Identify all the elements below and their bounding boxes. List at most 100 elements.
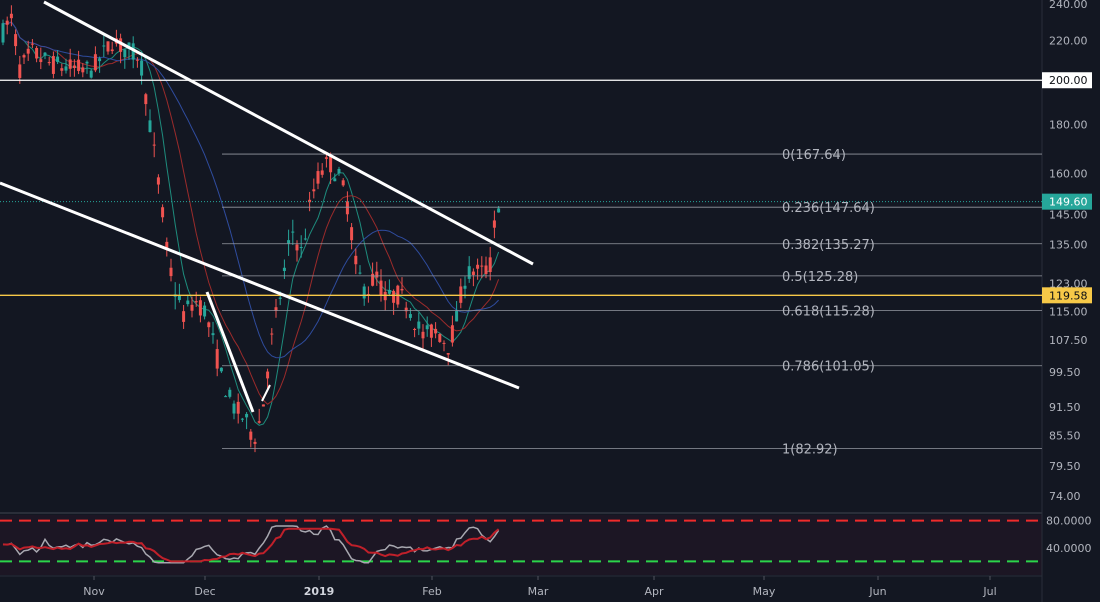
candle-body — [194, 301, 198, 303]
candle-body — [85, 61, 89, 64]
candle-body — [480, 265, 484, 267]
candle-body — [215, 349, 219, 369]
candle-body — [345, 201, 349, 215]
candle-body — [127, 42, 131, 49]
candle-body — [408, 314, 412, 318]
price-tick-label: 220.00 — [1049, 34, 1088, 47]
time-axis[interactable]: Nov Dec 2019 Feb Mar Apr May Jun Jul — [83, 576, 997, 598]
candle-body — [354, 255, 358, 265]
fib-level-label: 1(82.92) — [782, 442, 838, 457]
candle-body — [186, 300, 190, 305]
price-tick-label: 74.00 — [1049, 490, 1081, 503]
candle-body — [144, 94, 148, 105]
candle-body — [219, 367, 223, 372]
candle-body — [324, 157, 328, 159]
candle-body — [22, 55, 26, 58]
candle-body — [379, 280, 383, 296]
candle-body — [337, 168, 341, 174]
candle-body — [308, 199, 312, 203]
horizontal-line-badge — [1042, 72, 1092, 89]
price-tick-label: 240.00 — [1049, 0, 1088, 11]
candlesticks — [1, 5, 501, 453]
upper-trendline[interactable] — [43, 0, 534, 266]
candle-body — [455, 310, 459, 322]
price-tick-label: 79.50 — [1049, 460, 1081, 473]
time-tick-label: May — [753, 585, 776, 598]
fib-level-label: 0(167.64) — [782, 148, 846, 163]
fib-level-label: 0.786(101.05) — [782, 360, 875, 375]
candle-body — [274, 307, 278, 311]
candle-body — [320, 170, 324, 175]
candle-body — [484, 265, 488, 274]
candle-body — [249, 431, 253, 440]
candle-body — [467, 266, 471, 279]
time-tick-label: 2019 — [304, 585, 335, 598]
candle-body — [240, 418, 244, 420]
candle-body — [295, 244, 299, 251]
candle-body — [303, 238, 307, 240]
horizontal-line-badge-label: 200.00 — [1049, 74, 1088, 87]
candle-body — [261, 404, 265, 407]
candle-body — [383, 291, 387, 301]
last-price-badge-label: 149.60 — [1049, 196, 1088, 209]
candle-body — [182, 311, 186, 322]
candle-body — [429, 324, 433, 338]
candle-body — [35, 47, 39, 59]
candle-body — [203, 305, 207, 317]
candle-body — [438, 334, 442, 342]
candle-body — [291, 231, 295, 233]
candle-body — [392, 290, 396, 303]
candle-body — [177, 295, 181, 301]
candle-body — [287, 240, 291, 244]
horizontal-lines[interactable] — [0, 79, 1042, 296]
time-tick-label: Apr — [644, 585, 664, 598]
candle-body — [387, 290, 391, 294]
fibonacci-retracement[interactable]: 0(167.64) 0.236(147.64) 0.382(135.27) 0.5(1… — [222, 148, 1042, 457]
time-tick-label: Mar — [528, 585, 549, 598]
ma-slow-line — [2, 21, 499, 359]
candle-body — [190, 304, 194, 311]
candle-body — [64, 66, 68, 71]
candle-body — [93, 54, 97, 71]
price-axis[interactable]: 240.00 220.00 200.00 180.00 160.00 145.00 135.… — [1042, 0, 1092, 503]
candle-body — [463, 285, 467, 289]
candle-body — [404, 307, 408, 312]
candle-body — [98, 58, 102, 62]
candle-body — [68, 59, 72, 69]
candle-body — [5, 20, 9, 25]
candle-body — [156, 177, 160, 185]
price-tick-label: 145.00 — [1049, 209, 1088, 222]
candle-body — [375, 271, 379, 278]
candle-body — [358, 272, 362, 274]
candle-body — [417, 321, 421, 329]
candle-body — [316, 171, 320, 184]
candle-body — [14, 34, 18, 47]
candle-body — [413, 328, 417, 330]
trendlines[interactable] — [0, 0, 534, 413]
short-trendline[interactable] — [205, 291, 255, 413]
candle-body — [362, 286, 366, 299]
candle-body — [236, 401, 240, 414]
horizontal-line-badge-label: 119.58 — [1049, 289, 1088, 302]
candle-body — [497, 208, 501, 213]
candle-body — [1, 23, 5, 43]
candle-body — [299, 247, 303, 249]
candle-body — [43, 52, 47, 56]
candle-body — [47, 62, 51, 64]
candle-body — [282, 267, 286, 271]
candle-body — [425, 325, 429, 330]
price-tick-label: 99.50 — [1049, 366, 1081, 379]
candle-body — [60, 68, 64, 71]
candle-body — [39, 59, 43, 63]
candle-body — [333, 178, 337, 182]
price-tick-label: 180.00 — [1049, 118, 1088, 131]
candle-body — [106, 41, 110, 52]
oscillator-tick-label: 40.0000 — [1046, 542, 1092, 555]
candle-body — [228, 389, 232, 397]
lower-trendline[interactable] — [0, 181, 520, 390]
oscillator-tick-label: 80.0000 — [1046, 515, 1092, 528]
candle-body — [119, 38, 123, 52]
price-tick-label: 160.00 — [1049, 168, 1088, 181]
candle-body — [89, 70, 93, 78]
